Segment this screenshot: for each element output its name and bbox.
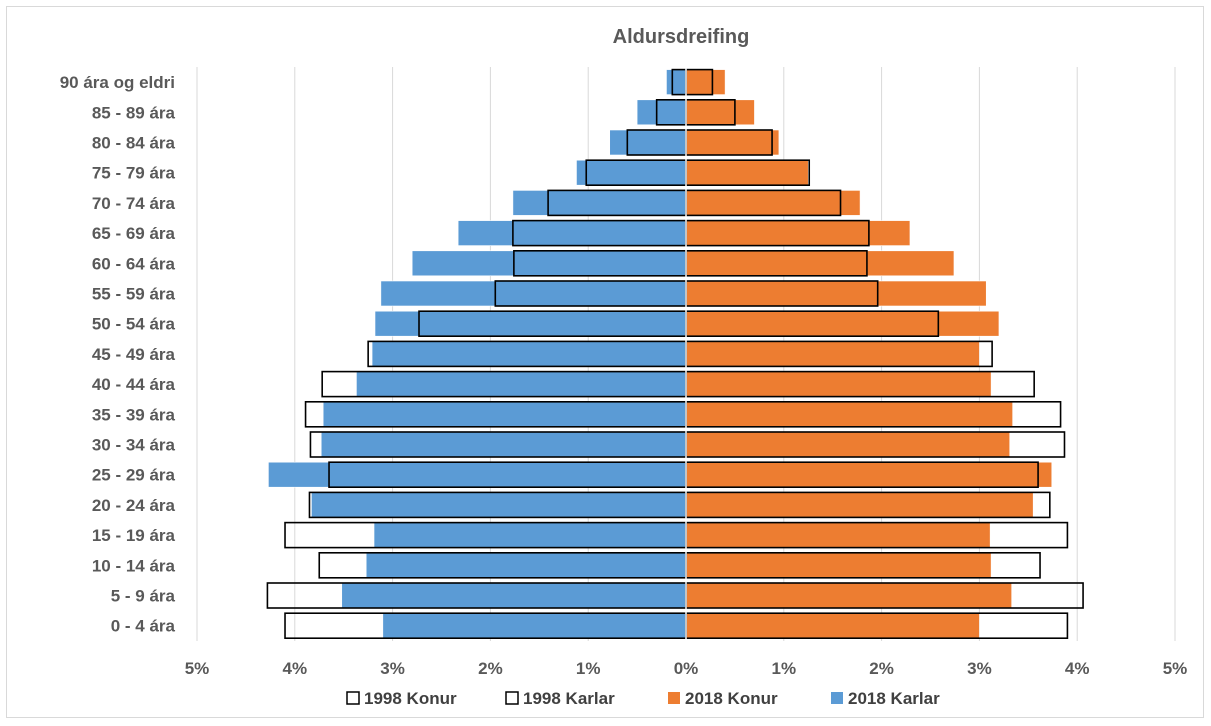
category-label: 85 - 89 ára	[92, 103, 176, 122]
bar-2018-konur	[685, 310, 1000, 337]
category-label: 65 - 69 ára	[92, 224, 176, 243]
legend-item: 2018 Karlar	[831, 689, 940, 708]
bars	[266, 68, 1084, 640]
bar-2018-konur	[685, 401, 1013, 428]
bar-2018-konur	[685, 552, 992, 579]
bar-2018-karlar	[371, 341, 687, 367]
bar-2018-konur	[685, 431, 1011, 458]
bar-2018-karlar	[320, 431, 687, 458]
bar-2018-karlar	[365, 552, 687, 579]
category-label: 70 - 74 ára	[92, 194, 176, 213]
category-label: 60 - 64 ára	[92, 254, 176, 273]
bar-2018-konur	[685, 159, 809, 186]
legend-item: 1998 Konur	[346, 689, 457, 708]
legend-label: 1998 Karlar	[523, 689, 615, 708]
legend-label: 1998 Konur	[364, 689, 457, 708]
bar-2018-konur	[685, 522, 991, 548]
x-tick-label: 5%	[1163, 659, 1188, 678]
category-label: 80 - 84 ára	[92, 134, 176, 153]
category-label: 10 - 14 ára	[92, 556, 176, 575]
bar-2018-karlar	[609, 129, 687, 156]
category-label: 75 - 79 ára	[92, 164, 176, 183]
category-label: 90 ára og eldri	[60, 73, 175, 92]
bar-2018-karlar	[576, 159, 687, 186]
bar-2018-konur	[685, 371, 992, 397]
legend-label: 2018 Konur	[685, 689, 778, 708]
x-tick-label: 2%	[478, 659, 503, 678]
bar-2018-karlar	[512, 190, 687, 216]
legend-label: 2018 Karlar	[848, 689, 940, 708]
legend-swatch	[831, 692, 843, 704]
category-label: 50 - 54 ára	[92, 315, 176, 334]
population-pyramid-chart: 90 ára og eldri 85 - 89 ára 80 - 84 ára 75 …	[60, 26, 1188, 708]
category-label: 25 - 29 ára	[92, 466, 176, 485]
x-tick-label: 1%	[576, 659, 601, 678]
x-tick-label: 4%	[283, 659, 308, 678]
legend-item: 2018 Konur	[668, 689, 778, 708]
category-labels: 90 ára og eldri 85 - 89 ára 80 - 84 ára 75 …	[60, 73, 176, 636]
legend-swatch	[346, 691, 360, 705]
bar-2018-karlar	[666, 69, 687, 95]
bar-2018-konur	[685, 99, 755, 126]
bar-2018-karlar	[457, 220, 687, 246]
chart-title: Aldursdreifing	[613, 26, 750, 48]
legend-swatch	[505, 691, 519, 705]
bar-2018-karlar	[636, 99, 687, 126]
bar-2018-konur	[685, 582, 1012, 609]
legend: 1998 Konur 1998 Karlar 2018 Konur 2018 Karl…	[346, 689, 940, 708]
bar-2018-karlar	[268, 461, 687, 488]
x-tick-label: 3%	[967, 659, 992, 678]
bar-2018-konur	[685, 190, 861, 216]
category-label: 0 - 4 ára	[111, 617, 176, 636]
category-label: 55 - 59 ára	[92, 285, 176, 304]
category-label: 45 - 49 ára	[92, 345, 176, 364]
bar-2018-karlar	[311, 492, 687, 518]
chart-area: 90 ára og eldri 85 - 89 ára 80 - 84 ára 75 …	[6, 6, 1204, 718]
bar-2018-konur	[685, 492, 1034, 518]
legend-item: 1998 Karlar	[505, 689, 615, 708]
bar-2018-karlar	[411, 250, 687, 277]
category-label: 40 - 44 ára	[92, 375, 176, 394]
bar-2018-konur	[685, 69, 726, 95]
bar-2018-karlar	[341, 582, 687, 609]
bar-2018-konur	[685, 250, 955, 277]
legend-swatch	[668, 692, 680, 704]
bar-2018-karlar	[380, 280, 687, 307]
bar-2018-karlar	[373, 522, 687, 548]
bar-2018-karlar	[356, 371, 687, 397]
x-tick-label: 2%	[869, 659, 894, 678]
x-tick-label: 4%	[1065, 659, 1090, 678]
bar-2018-karlar	[382, 612, 687, 639]
category-label: 30 - 34 ára	[92, 436, 176, 455]
bar-2018-konur	[685, 220, 911, 246]
bar-2018-konur	[685, 612, 980, 639]
category-label: 5 - 9 ára	[111, 587, 176, 606]
x-tick-label: 5%	[185, 659, 210, 678]
category-label: 35 - 39 ára	[92, 405, 176, 424]
x-tick-label: 0%	[674, 659, 699, 678]
bar-2018-konur	[685, 280, 987, 307]
bar-2018-konur	[685, 129, 780, 156]
bar-2018-karlar	[374, 310, 687, 337]
x-tick-labels: 5% 4% 3% 2% 1% 0% 1% 2% 3% 4% 5%	[185, 659, 1188, 678]
category-label: 20 - 24 ára	[92, 496, 176, 515]
bar-2018-konur	[685, 341, 980, 367]
x-tick-label: 1%	[772, 659, 797, 678]
category-label: 15 - 19 ára	[92, 526, 176, 545]
bar-2018-karlar	[322, 401, 687, 428]
bar-2018-konur	[685, 461, 1053, 488]
x-tick-label: 3%	[380, 659, 405, 678]
